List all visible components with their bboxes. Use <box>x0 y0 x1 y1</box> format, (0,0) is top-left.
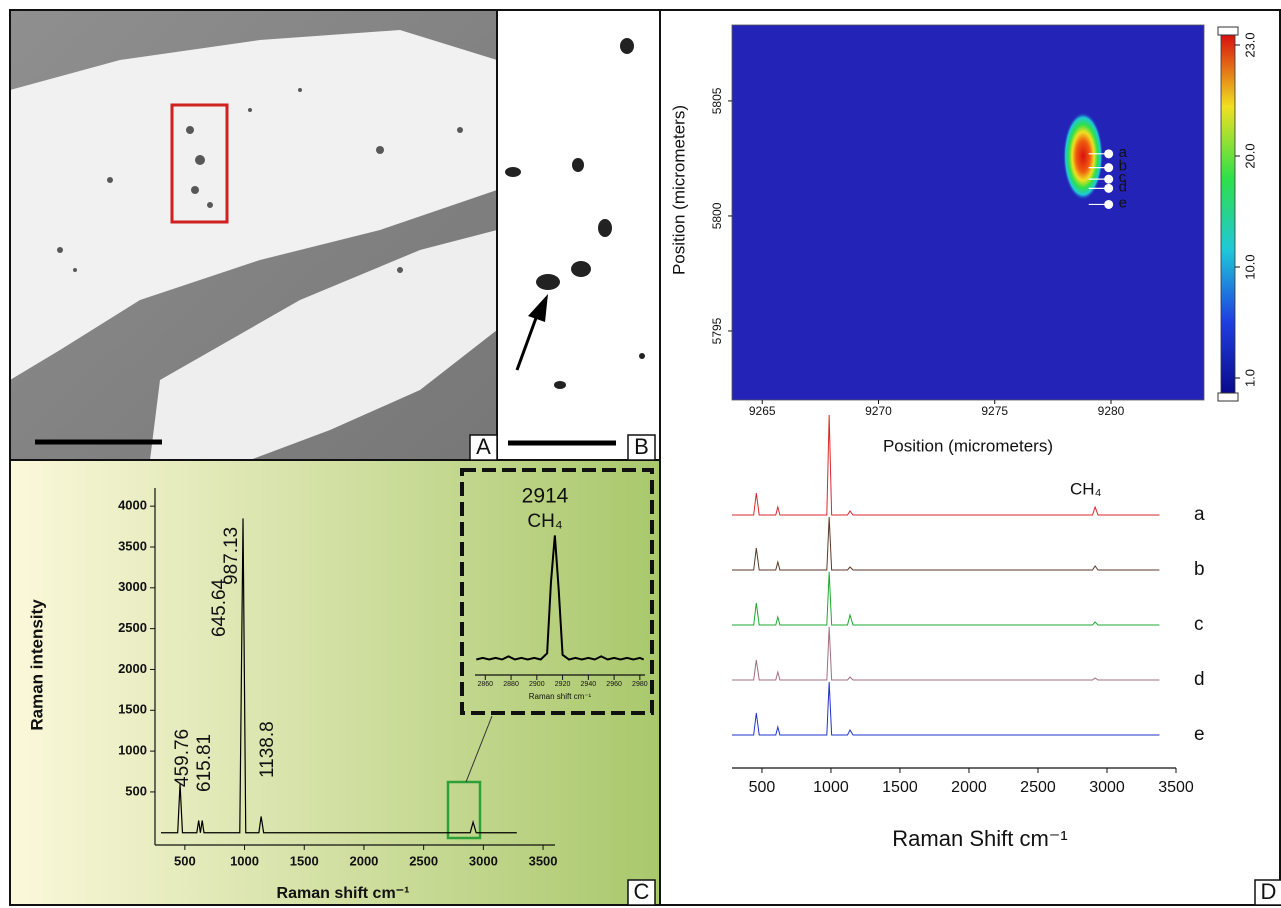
x-axis-label: Raman Shift cm⁻¹ <box>892 826 1067 851</box>
x-tick-label: 2880 <box>503 681 519 688</box>
map-point <box>1104 149 1113 158</box>
map-point <box>1104 200 1113 209</box>
x-tick-label: 2940 <box>581 681 597 688</box>
panel-label: D <box>1261 879 1277 904</box>
x-tick-label: 9265 <box>749 404 776 418</box>
y-tick-label: 2500 <box>118 620 147 635</box>
x-axis-label: Raman shift cm⁻¹ <box>277 885 410 902</box>
x-tick-label: 1500 <box>882 779 918 796</box>
spectrum-line <box>732 627 1159 680</box>
x-tick-label: 2500 <box>1020 779 1056 796</box>
x-tick-label: 2500 <box>409 853 438 868</box>
x-tick-label: 3000 <box>1089 779 1125 796</box>
colorbar-cap <box>1218 393 1238 401</box>
legend-label: b <box>1194 559 1205 580</box>
x-tick-label: 2860 <box>478 681 494 688</box>
y-tick-label: 1000 <box>118 743 147 758</box>
colorbar-tick-label: 23.0 <box>1242 32 1257 57</box>
y-tick-label: 5800 <box>710 202 724 229</box>
legend-label: e <box>1194 724 1205 745</box>
colorbar <box>1221 35 1235 393</box>
y-tick-label: 5805 <box>710 87 724 114</box>
x-tick-label: 3000 <box>469 853 498 868</box>
spectrum-line <box>732 517 1159 570</box>
legend-label: c <box>1194 614 1204 635</box>
x-tick-label: 1000 <box>813 779 849 796</box>
point-label: e <box>1119 194 1127 211</box>
x-tick-label: 1000 <box>230 853 259 868</box>
inset-subtitle: CH₄ <box>527 511 562 532</box>
map-point <box>1104 184 1113 193</box>
peak-label: 645.64 <box>209 578 230 637</box>
y-tick-label: 3500 <box>118 538 147 553</box>
x-tick-label: 2960 <box>606 681 622 688</box>
x-tick-label: 500 <box>174 853 196 868</box>
y-tick-label: 4000 <box>118 498 147 513</box>
photo-b <box>497 10 660 460</box>
peak-label: 459.76 <box>172 729 193 787</box>
panel-label: A <box>476 434 491 459</box>
y-tick-label: 2000 <box>118 661 147 676</box>
peak-label: 615.81 <box>194 734 215 792</box>
y-axis-label: Raman intensity <box>27 599 46 731</box>
page: A B C D 500 1000 1500 2000 2500 3000 3500 500 1000 15… <box>0 0 1281 908</box>
x-tick-label: 9270 <box>865 404 892 418</box>
x-tick-label: 9280 <box>1098 404 1125 418</box>
spectrum-line <box>732 572 1159 625</box>
spectrum-line <box>732 415 1159 515</box>
y-axis-label: Position (micrometers) <box>669 105 688 275</box>
spectrum-line <box>732 682 1159 735</box>
legend-label: d <box>1194 669 1205 690</box>
figure: A B C D 500 1000 1500 2000 2500 3000 3500 500 1000 15… <box>0 0 1281 908</box>
legend-label: a <box>1194 504 1205 525</box>
x-tick-label: 500 <box>749 779 776 796</box>
x-tick-label: 1500 <box>290 853 319 868</box>
x-tick-label: 2920 <box>555 681 571 688</box>
colorbar-cap <box>1218 27 1238 35</box>
y-tick-label: 5795 <box>710 317 724 344</box>
y-tick-label: 1500 <box>118 702 147 717</box>
colorbar-tick-label: 20.0 <box>1242 143 1257 168</box>
x-axis-label: Raman shift cm⁻¹ <box>529 692 592 701</box>
photo-a <box>10 10 497 460</box>
x-tick-label: 2000 <box>951 779 987 796</box>
panel-label: C <box>634 879 650 904</box>
y-tick-label: 500 <box>125 783 147 798</box>
peak-label: 1138.8 <box>257 721 278 778</box>
peak-label: 987.13 <box>221 527 242 585</box>
point-label: d <box>1119 178 1127 195</box>
map-background <box>732 25 1204 400</box>
x-tick-label: 9275 <box>981 404 1008 418</box>
x-tick-label: 2000 <box>349 853 378 868</box>
x-tick-label: 2900 <box>529 681 545 688</box>
x-axis-label: Position (micrometers) <box>883 436 1053 455</box>
panel-label: B <box>634 434 649 459</box>
map-hotspot <box>1063 112 1103 200</box>
ch4-label: CH₄ <box>1070 479 1102 498</box>
map-point <box>1104 175 1113 184</box>
colorbar-tick-label: 10.0 <box>1242 254 1257 279</box>
colorbar-tick-label: 1.0 <box>1242 369 1257 387</box>
x-tick-label: 3500 <box>529 853 558 868</box>
y-tick-label: 3000 <box>118 579 147 594</box>
x-tick-label: 3500 <box>1158 779 1194 796</box>
x-tick-label: 2980 <box>632 681 648 688</box>
map-point <box>1104 163 1113 172</box>
inset-title: 2914 <box>522 485 569 508</box>
